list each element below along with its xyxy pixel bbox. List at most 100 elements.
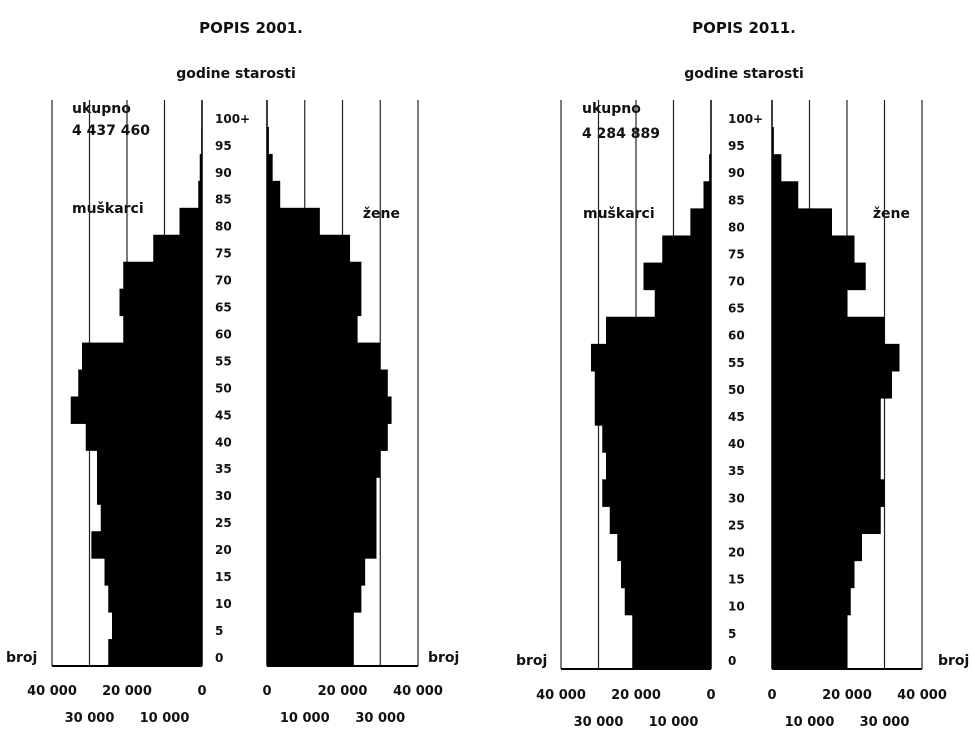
x-tick-label: 40 000 <box>393 684 443 699</box>
age-tick-label: 100+ <box>215 112 250 126</box>
bar-male-age-10 <box>624 587 711 616</box>
age-tick-label: 20 <box>728 545 745 559</box>
total-label: ukupno <box>582 101 641 117</box>
age-tick-label: 45 <box>728 410 745 424</box>
total-value: 4 284 889 <box>582 126 660 142</box>
age-tick-label: 20 <box>215 543 232 557</box>
bar-male-age-10 <box>108 585 202 613</box>
age-tick-label: 30 <box>728 491 745 505</box>
bar-female-age-30 <box>772 479 885 507</box>
bar-female-age-60 <box>772 316 885 345</box>
bar-female-age-35 <box>772 452 881 480</box>
bar-female-age-90 <box>267 153 273 182</box>
age-tick-label: 70 <box>215 274 232 288</box>
age-tick-label: 5 <box>728 627 736 641</box>
bar-male-age-60 <box>123 315 202 344</box>
age-tick-label: 0 <box>215 651 223 665</box>
age-tick-label: 30 <box>215 489 232 503</box>
bar-female-age-55 <box>772 343 900 372</box>
age-tick-label: 75 <box>215 247 232 261</box>
x-tick-label: 0 <box>262 684 271 699</box>
age-tick-label: 10 <box>215 597 232 611</box>
bar-male-age-65 <box>654 289 711 318</box>
x-tick-label: 10 000 <box>649 715 699 730</box>
bar-male-age-35 <box>97 450 202 478</box>
age-tick-label: 85 <box>215 193 232 207</box>
x-tick-label: 40 000 <box>897 688 947 703</box>
x-tick-label: 20 000 <box>102 684 152 699</box>
bar-female-age-85 <box>772 181 799 209</box>
age-tick-label: 65 <box>728 302 745 316</box>
age-tick-label: 35 <box>215 462 232 476</box>
bar-female-age-20 <box>267 531 377 559</box>
age-axis-label: godine starosti <box>684 66 804 82</box>
bar-female-age-45 <box>772 398 881 426</box>
bar-male-age-70 <box>123 261 202 290</box>
chart-title: POPIS 2011. <box>692 19 796 37</box>
bar-female-age-95 <box>772 127 774 155</box>
bar-female-age-60 <box>267 315 358 344</box>
bar-male-age-55 <box>591 343 711 372</box>
female-label: žene <box>363 206 400 222</box>
bar-female-age-5 <box>267 612 354 640</box>
count-label-left: broj <box>516 653 547 669</box>
age-tick-label: 60 <box>215 327 232 341</box>
bar-female-age-70 <box>772 262 866 291</box>
bar-male-age-45 <box>594 398 711 426</box>
count-label-right: broj <box>938 653 969 669</box>
bar-male-age-80 <box>179 207 202 236</box>
x-tick-label: 20 000 <box>611 688 661 703</box>
x-tick-label: 40 000 <box>27 684 77 699</box>
age-tick-label: 50 <box>215 381 232 395</box>
age-tick-label: 65 <box>215 301 232 315</box>
bar-female-age-50 <box>772 370 892 399</box>
bar-male-age-65 <box>119 288 202 317</box>
bar-male-age-85 <box>198 180 202 209</box>
bar-female-age-10 <box>772 587 851 616</box>
bar-male-age-20 <box>617 533 711 562</box>
bar-female-age-10 <box>267 585 362 613</box>
age-tick-label: 15 <box>215 570 232 584</box>
age-tick-label: 15 <box>728 573 745 587</box>
x-tick-label: 20 000 <box>822 688 872 703</box>
count-label-right: broj <box>428 650 459 666</box>
age-tick-label: 40 <box>215 435 232 449</box>
bar-male-age-60 <box>606 316 711 345</box>
age-tick-label: 50 <box>728 383 745 397</box>
male-label: muškarci <box>583 206 655 222</box>
bar-male-age-75 <box>153 234 202 263</box>
bar-male-age-25 <box>100 504 202 532</box>
bar-male-age-0 <box>632 641 711 670</box>
bar-female-age-65 <box>267 288 362 317</box>
age-tick-label: 60 <box>728 329 745 343</box>
bar-female-age-0 <box>772 641 847 670</box>
x-tick-label: 0 <box>706 688 715 703</box>
chart-title: POPIS 2001. <box>199 19 303 37</box>
x-tick-label: 10 000 <box>785 715 835 730</box>
bar-male-age-0 <box>108 639 202 667</box>
age-axis-label: godine starosti <box>176 66 296 82</box>
pyramid-2001: POPIS 2001. godine starosti ukupno 4 437… <box>6 19 459 726</box>
male-label: muškarci <box>72 201 144 217</box>
bar-female-age-15 <box>267 558 366 586</box>
x-tick-label: 30 000 <box>574 715 624 730</box>
age-tick-label: 80 <box>215 220 232 234</box>
bar-female-age-80 <box>267 207 320 236</box>
age-tick-label: 55 <box>728 356 745 370</box>
x-tick-label: 0 <box>767 688 776 703</box>
age-tick-label: 35 <box>728 464 745 478</box>
bar-female-age-0 <box>267 639 354 667</box>
pyramid-2011: POPIS 2011. godine starosti ukupno 4 284… <box>516 19 969 730</box>
bar-male-age-25 <box>609 506 711 535</box>
age-tick-label: 85 <box>728 193 745 207</box>
bar-female-age-20 <box>772 533 862 562</box>
age-tick-label: 55 <box>215 354 232 368</box>
x-tick-label: 30 000 <box>860 715 910 730</box>
bar-male-age-35 <box>606 452 711 480</box>
age-tick-label: 70 <box>728 275 745 289</box>
bar-female-age-25 <box>267 504 377 532</box>
bar-female-age-35 <box>267 450 381 478</box>
x-tick-label: 10 000 <box>280 711 330 726</box>
age-tick-label: 10 <box>728 600 745 614</box>
total-label: ukupno <box>72 101 131 117</box>
